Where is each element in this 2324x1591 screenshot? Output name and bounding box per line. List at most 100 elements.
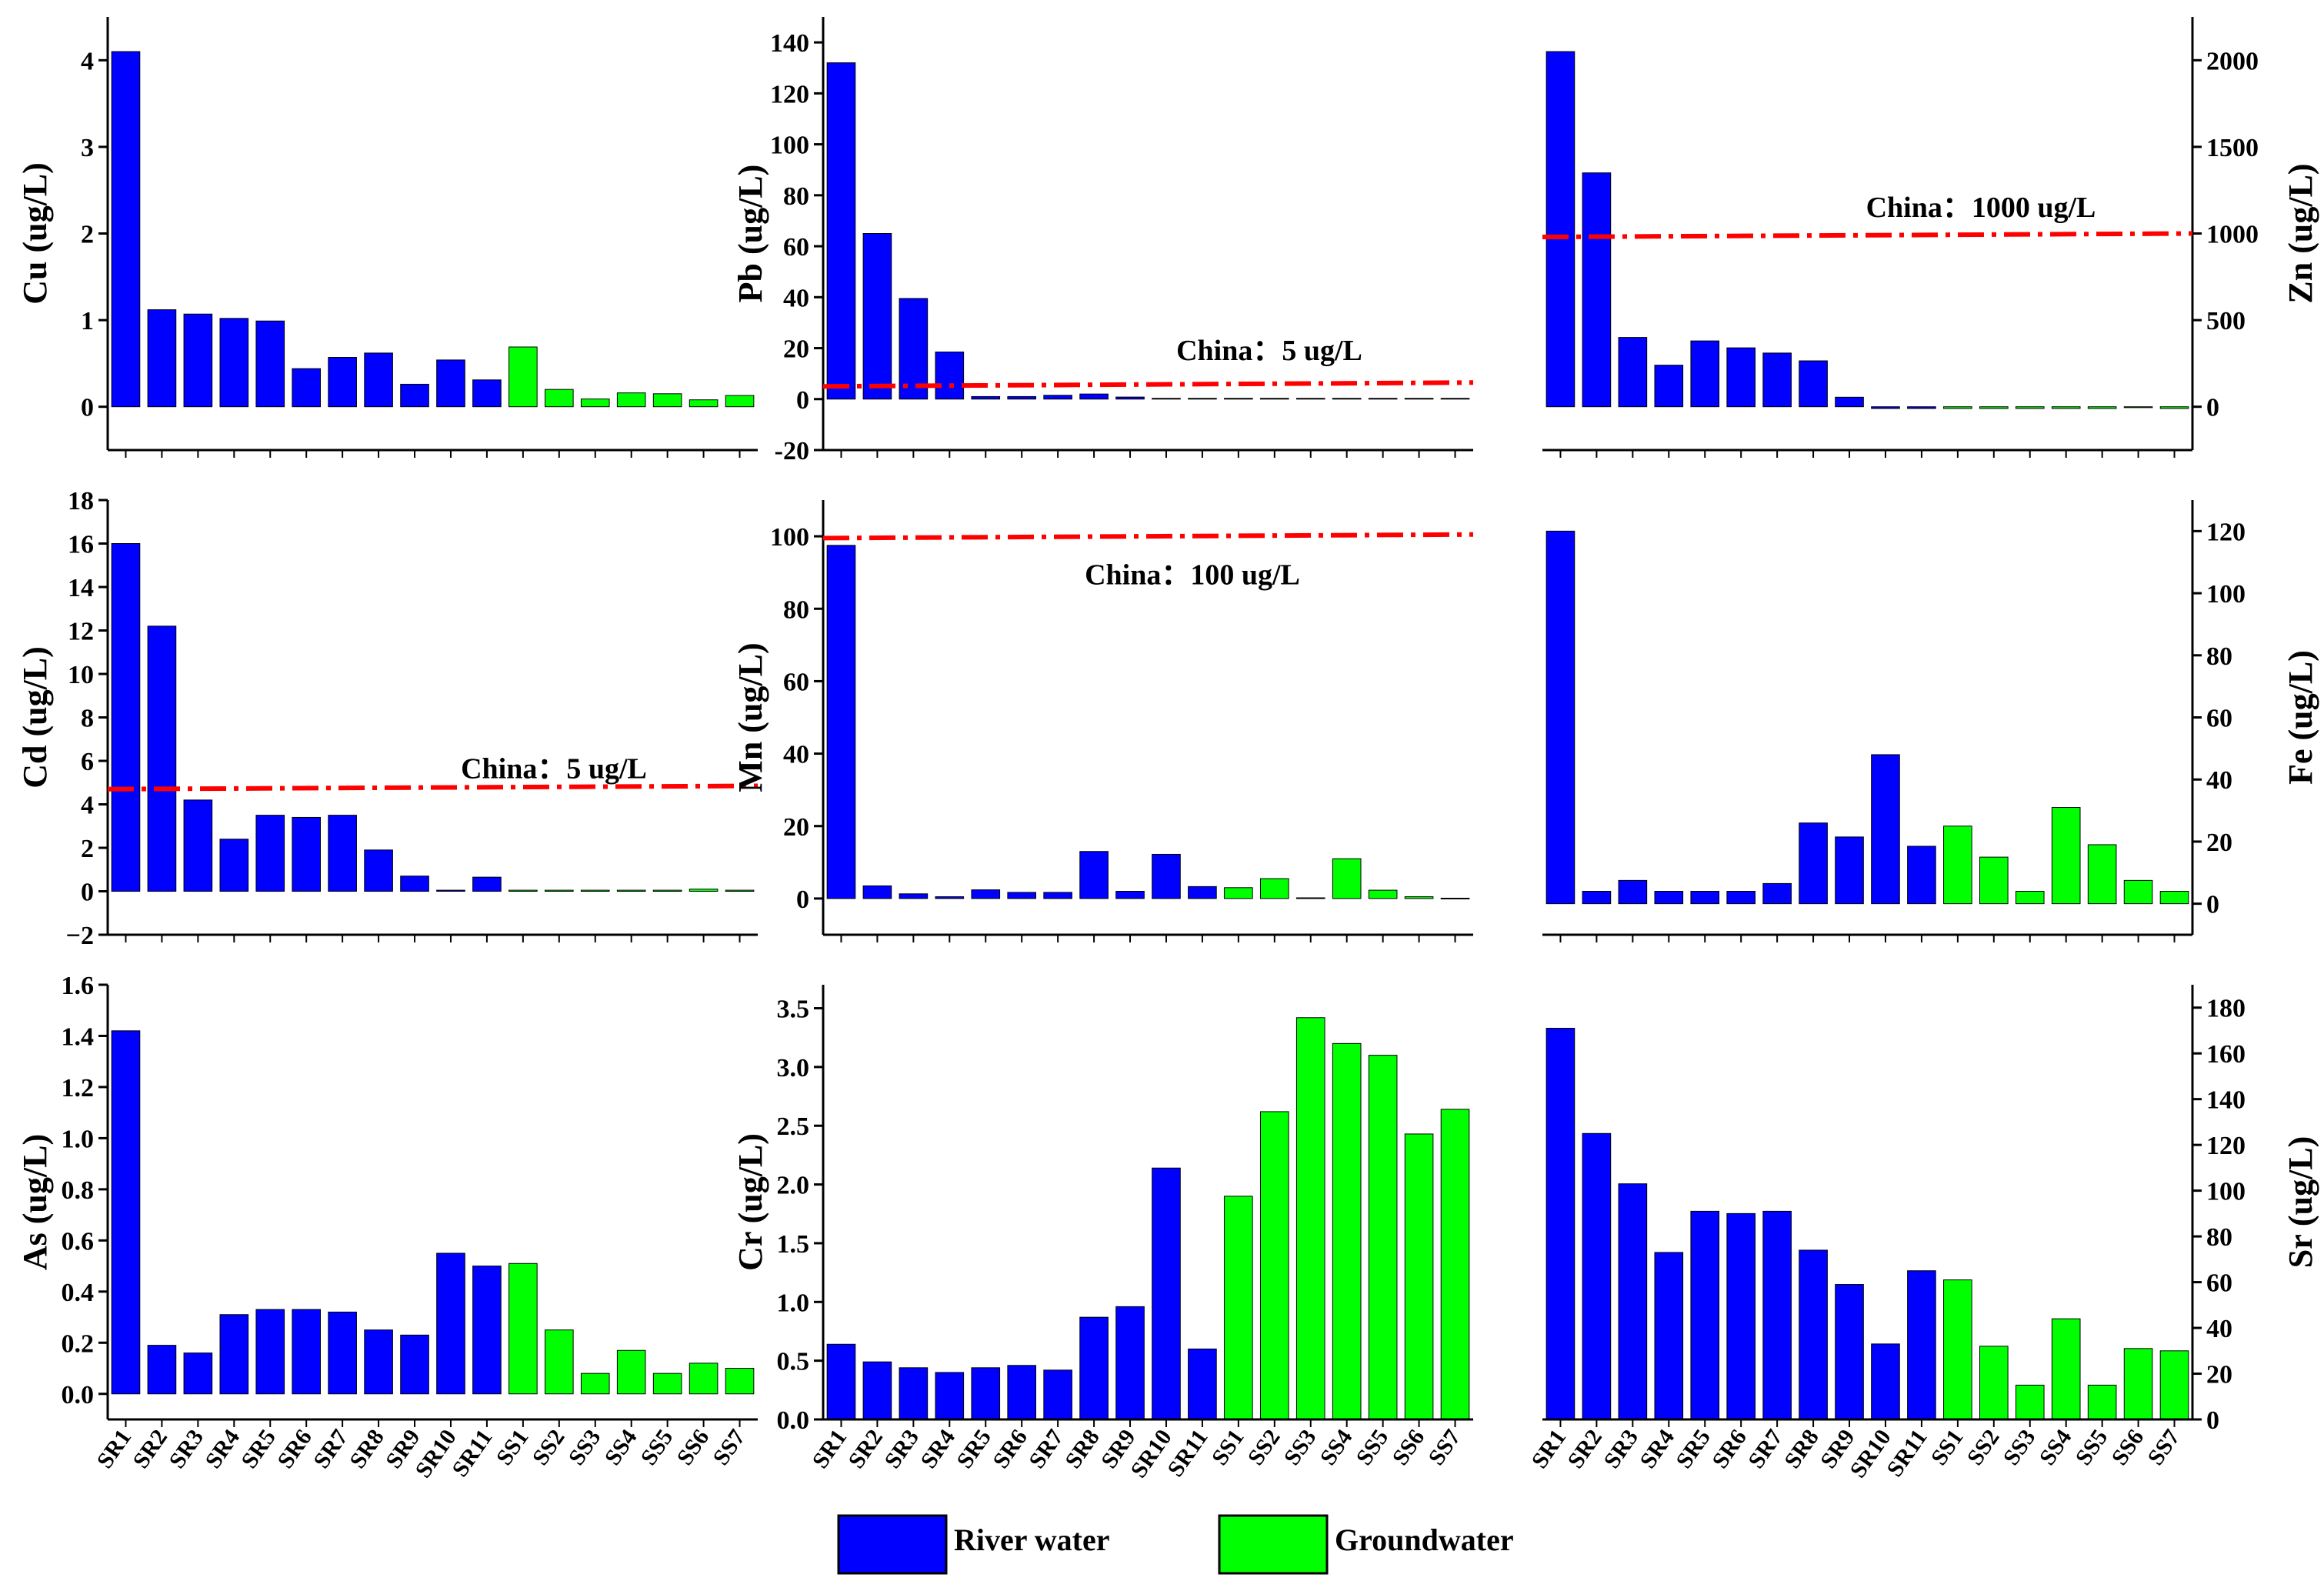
category-label-sr6: SR6 bbox=[1707, 1425, 1752, 1473]
category-label-sr6: SR6 bbox=[988, 1425, 1032, 1473]
category-label-sr5: SR5 bbox=[236, 1425, 281, 1473]
y-tick-label: 0.8 bbox=[62, 1176, 95, 1205]
bar-ss4 bbox=[1332, 858, 1362, 899]
category-label-ss5: SS5 bbox=[2071, 1425, 2113, 1470]
category-label-sr3: SR3 bbox=[879, 1425, 924, 1473]
bar-sr2 bbox=[147, 1345, 177, 1395]
bar-sr4 bbox=[935, 351, 965, 400]
bar-ss3 bbox=[580, 1373, 610, 1395]
bar-ss4 bbox=[2051, 807, 2081, 905]
category-label-ss4: SS4 bbox=[600, 1425, 642, 1470]
bar-ss1 bbox=[508, 1262, 538, 1395]
bar-sr5 bbox=[255, 1309, 285, 1395]
y-tick-label: 0.0 bbox=[62, 1381, 95, 1409]
category-label-ss3: SS3 bbox=[1279, 1425, 1322, 1470]
bar-sr9 bbox=[1115, 1306, 1145, 1420]
category-label-sr4: SR4 bbox=[915, 1425, 960, 1473]
bar-ss5 bbox=[652, 889, 682, 892]
bar-sr7 bbox=[328, 815, 357, 892]
bar-sr1 bbox=[111, 1030, 141, 1395]
y-tick-label: 120 bbox=[770, 80, 809, 108]
bar-ss6 bbox=[2123, 879, 2153, 905]
y-tick-label: 8 bbox=[81, 705, 94, 733]
legend: River water Groundwater bbox=[837, 1514, 1514, 1575]
y-tick-label: 1000 bbox=[2206, 221, 2259, 249]
y-tick-label: 3.5 bbox=[777, 996, 810, 1024]
bar-sr4 bbox=[1654, 1252, 1684, 1420]
y-tick-label: 80 bbox=[2206, 642, 2232, 671]
bar-ss3 bbox=[1295, 897, 1325, 899]
category-label-ss2: SS2 bbox=[1243, 1425, 1285, 1470]
y-tick-label: 60 bbox=[2206, 1269, 2232, 1298]
category-label-ss6: SS6 bbox=[1388, 1425, 1430, 1470]
bar-sr9 bbox=[1115, 396, 1145, 400]
bar-sr4 bbox=[1654, 891, 1684, 905]
bar-ss2 bbox=[1979, 856, 2009, 905]
y-tick-label: 0 bbox=[2206, 891, 2219, 919]
bar-ss6 bbox=[689, 399, 719, 408]
bar-sr7 bbox=[328, 357, 357, 408]
bar-sr5 bbox=[1690, 891, 1720, 905]
bar-sr8 bbox=[1799, 360, 1828, 408]
bar-sr4 bbox=[219, 318, 249, 408]
y-tick-label: 2 bbox=[81, 221, 94, 249]
bar-ss4 bbox=[616, 1349, 646, 1395]
category-label-sr2: SR2 bbox=[1563, 1425, 1608, 1473]
bar-sr4 bbox=[935, 1372, 965, 1420]
y-tick-label: 140 bbox=[770, 29, 809, 58]
bar-sr3 bbox=[1618, 337, 1648, 408]
bar-sr11 bbox=[1907, 406, 1936, 409]
bar-sr3 bbox=[183, 313, 213, 408]
bar-sr9 bbox=[400, 1334, 429, 1395]
bar-ss5 bbox=[2087, 1384, 2117, 1420]
bar-ss5 bbox=[1368, 1055, 1398, 1420]
bar-sr10 bbox=[1871, 1343, 1900, 1420]
category-label-sr3: SR3 bbox=[1599, 1425, 1643, 1473]
bar-sr4 bbox=[219, 839, 249, 892]
bar-sr4 bbox=[935, 896, 965, 899]
y-tick-label: 160 bbox=[2206, 1040, 2246, 1069]
category-label-sr8: SR8 bbox=[1779, 1425, 1824, 1473]
bar-sr11 bbox=[472, 1266, 502, 1395]
bar-sr6 bbox=[1726, 891, 1756, 905]
bar-sr5 bbox=[971, 395, 1001, 400]
bar-ss3 bbox=[580, 889, 610, 892]
bar-sr1 bbox=[826, 1343, 856, 1420]
bar-sr10 bbox=[436, 359, 465, 408]
y-tick-label: 0.0 bbox=[777, 1406, 810, 1435]
y-tick-label: 40 bbox=[783, 741, 809, 769]
bar-ss4 bbox=[2051, 1318, 2081, 1420]
y-tick-label: 0.5 bbox=[777, 1348, 810, 1376]
bar-sr7 bbox=[1762, 352, 1792, 408]
y-tick-label: 3.0 bbox=[777, 1054, 810, 1082]
bar-ss6 bbox=[2123, 1348, 2153, 1420]
bar-ss5 bbox=[652, 393, 682, 408]
category-label-ss6: SS6 bbox=[2107, 1425, 2149, 1470]
bar-sr2 bbox=[147, 625, 177, 892]
bar-ss7 bbox=[1440, 1109, 1470, 1420]
y-tick-label: 1.0 bbox=[777, 1289, 810, 1317]
bar-ss4 bbox=[2051, 406, 2081, 409]
bar-ss3 bbox=[1295, 1017, 1325, 1420]
category-label-sr4: SR4 bbox=[200, 1425, 245, 1473]
y-tick-label: 40 bbox=[2206, 1315, 2232, 1343]
category-label-ss7: SS7 bbox=[708, 1425, 750, 1470]
bar-sr3 bbox=[183, 799, 213, 892]
legend-label-ground: Groundwater bbox=[1335, 1523, 1514, 1557]
bar-sr2 bbox=[862, 885, 892, 899]
y-tick-label: 80 bbox=[783, 182, 809, 211]
y-tick-label: 1.0 bbox=[62, 1125, 95, 1153]
bar-ss7 bbox=[725, 889, 755, 892]
y-tick-label: −2 bbox=[66, 922, 94, 950]
category-label-ss4: SS4 bbox=[1315, 1425, 1358, 1470]
category-label-ss3: SS3 bbox=[1999, 1425, 2041, 1470]
panel-cr: 0.00.51.01.52.02.53.03.5Cr (ug/L)SR1SR2S… bbox=[732, 985, 1473, 1483]
y-tick-label: 0 bbox=[81, 394, 94, 422]
category-label-sr3: SR3 bbox=[164, 1425, 208, 1473]
bar-sr10 bbox=[1871, 754, 1900, 905]
bar-sr7 bbox=[1043, 1369, 1072, 1420]
bar-sr6 bbox=[1007, 892, 1037, 899]
y-tick-label: 0 bbox=[81, 879, 94, 907]
category-label-sr7: SR7 bbox=[1024, 1425, 1069, 1473]
category-label-sr1: SR1 bbox=[808, 1425, 852, 1473]
